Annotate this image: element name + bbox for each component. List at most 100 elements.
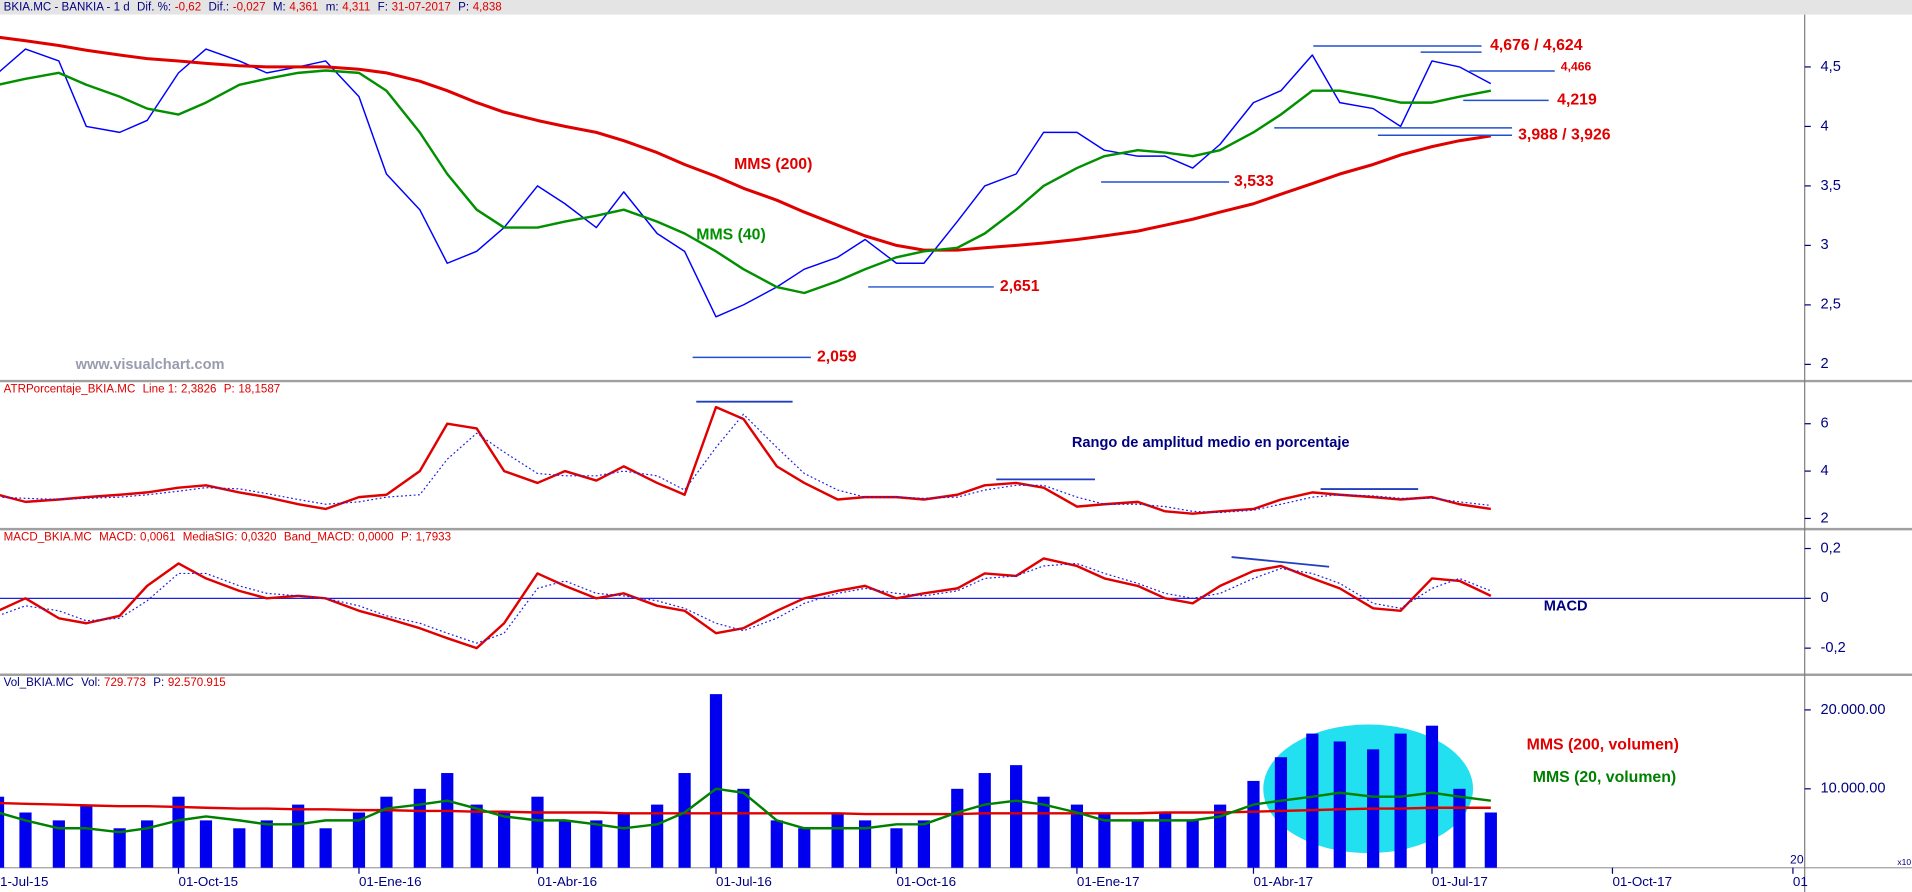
- level-label: 2,059: [817, 349, 857, 366]
- volume-bar: [1186, 820, 1199, 868]
- header-label: Dif. %:: [137, 1, 171, 13]
- volume-bar: [617, 812, 630, 868]
- volume-bar: [172, 796, 185, 868]
- volume-bar: [678, 773, 691, 868]
- panel-note: Rango de amplitud medio en porcentaje: [1072, 435, 1350, 451]
- header-value: 4,361: [289, 1, 318, 13]
- volume-bar: [0, 796, 5, 868]
- header-value: -0,62: [175, 1, 201, 13]
- x-tick-label: 01-Oct-16: [896, 874, 956, 889]
- volume-bar: [1247, 780, 1260, 868]
- y-tick-label: 0,2: [1821, 540, 1841, 556]
- volume-bar: [1425, 725, 1439, 868]
- y-tick-label: 4: [1821, 118, 1829, 134]
- level-label: 3,988 / 3,926: [1518, 126, 1611, 143]
- volume-bar: [590, 820, 603, 868]
- volume-bar: [1037, 796, 1050, 868]
- volume-bar: [1333, 741, 1346, 868]
- volume-bar: [770, 820, 783, 868]
- series-line: [0, 35, 1492, 252]
- header-label: MediaSIG:: [183, 532, 238, 544]
- y-tick-label: 2: [1821, 510, 1829, 526]
- y-tick-label: 6: [1821, 416, 1829, 432]
- x-tick-label: 1-Jul-15: [0, 874, 48, 889]
- panel-header: MACD_BKIA.MC MACD: 0,0061 MediaSIG: 0,0320 Ba…: [4, 532, 451, 544]
- header-label: P:: [401, 532, 412, 544]
- y-tick-label: 2: [1821, 356, 1829, 372]
- y-tick-label: 3: [1821, 237, 1829, 253]
- header-title: ATRPorcentaje_BKIA.MC: [4, 384, 136, 396]
- volume-bar: [80, 804, 93, 868]
- header-value: 18,1587: [238, 384, 280, 396]
- series-line: [0, 69, 1492, 295]
- volume-bar: [858, 820, 872, 868]
- series-line: [0, 801, 1491, 816]
- header-label: F:: [378, 1, 388, 13]
- volume-bar: [1306, 733, 1319, 868]
- series-line: [0, 405, 1492, 515]
- volume-bar: [1010, 765, 1023, 868]
- volume-bar: [531, 796, 544, 868]
- header-value: 0,0320: [241, 532, 276, 544]
- y-tick-label: -0,2: [1821, 640, 1846, 656]
- series-line: [0, 787, 1491, 834]
- y-tick-label: 4: [1821, 463, 1829, 479]
- header-value: 0,0000: [358, 532, 393, 544]
- volume-bar: [319, 828, 332, 868]
- series-line: [0, 413, 1491, 514]
- volume-bar: [1070, 804, 1084, 868]
- volume-bar: [498, 812, 511, 868]
- level-label: 2,651: [1000, 278, 1040, 295]
- panel-header: ATRPorcentaje_BKIA.MC Line 1: 2,3826 P: 18,1…: [4, 384, 281, 396]
- header-label: Line 1:: [143, 384, 178, 396]
- y-tick-label: 4,5: [1821, 59, 1841, 75]
- series-label: MMS (40): [696, 227, 766, 244]
- watermark: www.visualchart.com: [75, 357, 225, 373]
- header-value: 729.773: [104, 677, 146, 689]
- header-label: m:: [326, 1, 339, 13]
- header-label: P:: [458, 1, 469, 13]
- volume-bar: [1131, 820, 1144, 868]
- volume-bar: [233, 828, 246, 868]
- volume-bar: [651, 804, 664, 868]
- volume-bar: [113, 828, 126, 868]
- x-tick-label: 01-Jul-17: [1432, 874, 1488, 889]
- header-label: Dif.:: [209, 1, 230, 13]
- header-label: M:: [273, 1, 286, 13]
- volume-bar: [831, 812, 844, 868]
- header-label: P:: [153, 677, 164, 689]
- divergence-line: [1231, 556, 1330, 568]
- volume-bar: [709, 694, 723, 868]
- volume-bar: [1453, 788, 1466, 868]
- y-tick-label: 3,5: [1821, 178, 1841, 194]
- x-tick-label: 01-Oct-15: [179, 874, 239, 889]
- level-label: 4,676 / 4,624: [1490, 37, 1583, 54]
- y-tick-label: 10.000.00: [1821, 781, 1886, 797]
- header-value: -0,027: [233, 1, 266, 13]
- volume-bar: [1394, 733, 1407, 868]
- header-value: 92.570.915: [168, 677, 226, 689]
- series-label: MMS (200): [734, 156, 812, 173]
- header-value: 1,7933: [416, 532, 451, 544]
- header-value: 0,0061: [140, 532, 175, 544]
- y-tick-label: 0: [1821, 590, 1829, 606]
- volume-bar: [441, 773, 454, 868]
- volume-bar: [951, 788, 964, 868]
- series-label: MMS (200, volumen): [1527, 736, 1679, 753]
- panel-header: BKIA.MC - BANKIA - 1 d Dif. %: -0,62 Dif.: -…: [4, 1, 502, 13]
- header-label: Vol:: [81, 677, 100, 689]
- x-tick-label: 01-Oct-17: [1612, 874, 1672, 889]
- volume-bar: [1484, 812, 1497, 868]
- level-label: 4,466: [1561, 60, 1592, 74]
- x-tick-label: 01-Abr-16: [537, 874, 597, 889]
- x-tick-label: 01-Ene-17: [1077, 874, 1140, 889]
- header-label: P:: [224, 384, 235, 396]
- header-title: BKIA.MC - BANKIA - 1 d: [4, 1, 130, 13]
- volume-bar: [199, 820, 213, 868]
- header-value: 4,838: [473, 1, 502, 13]
- series-line: [0, 557, 1492, 650]
- volume-bar: [141, 820, 154, 868]
